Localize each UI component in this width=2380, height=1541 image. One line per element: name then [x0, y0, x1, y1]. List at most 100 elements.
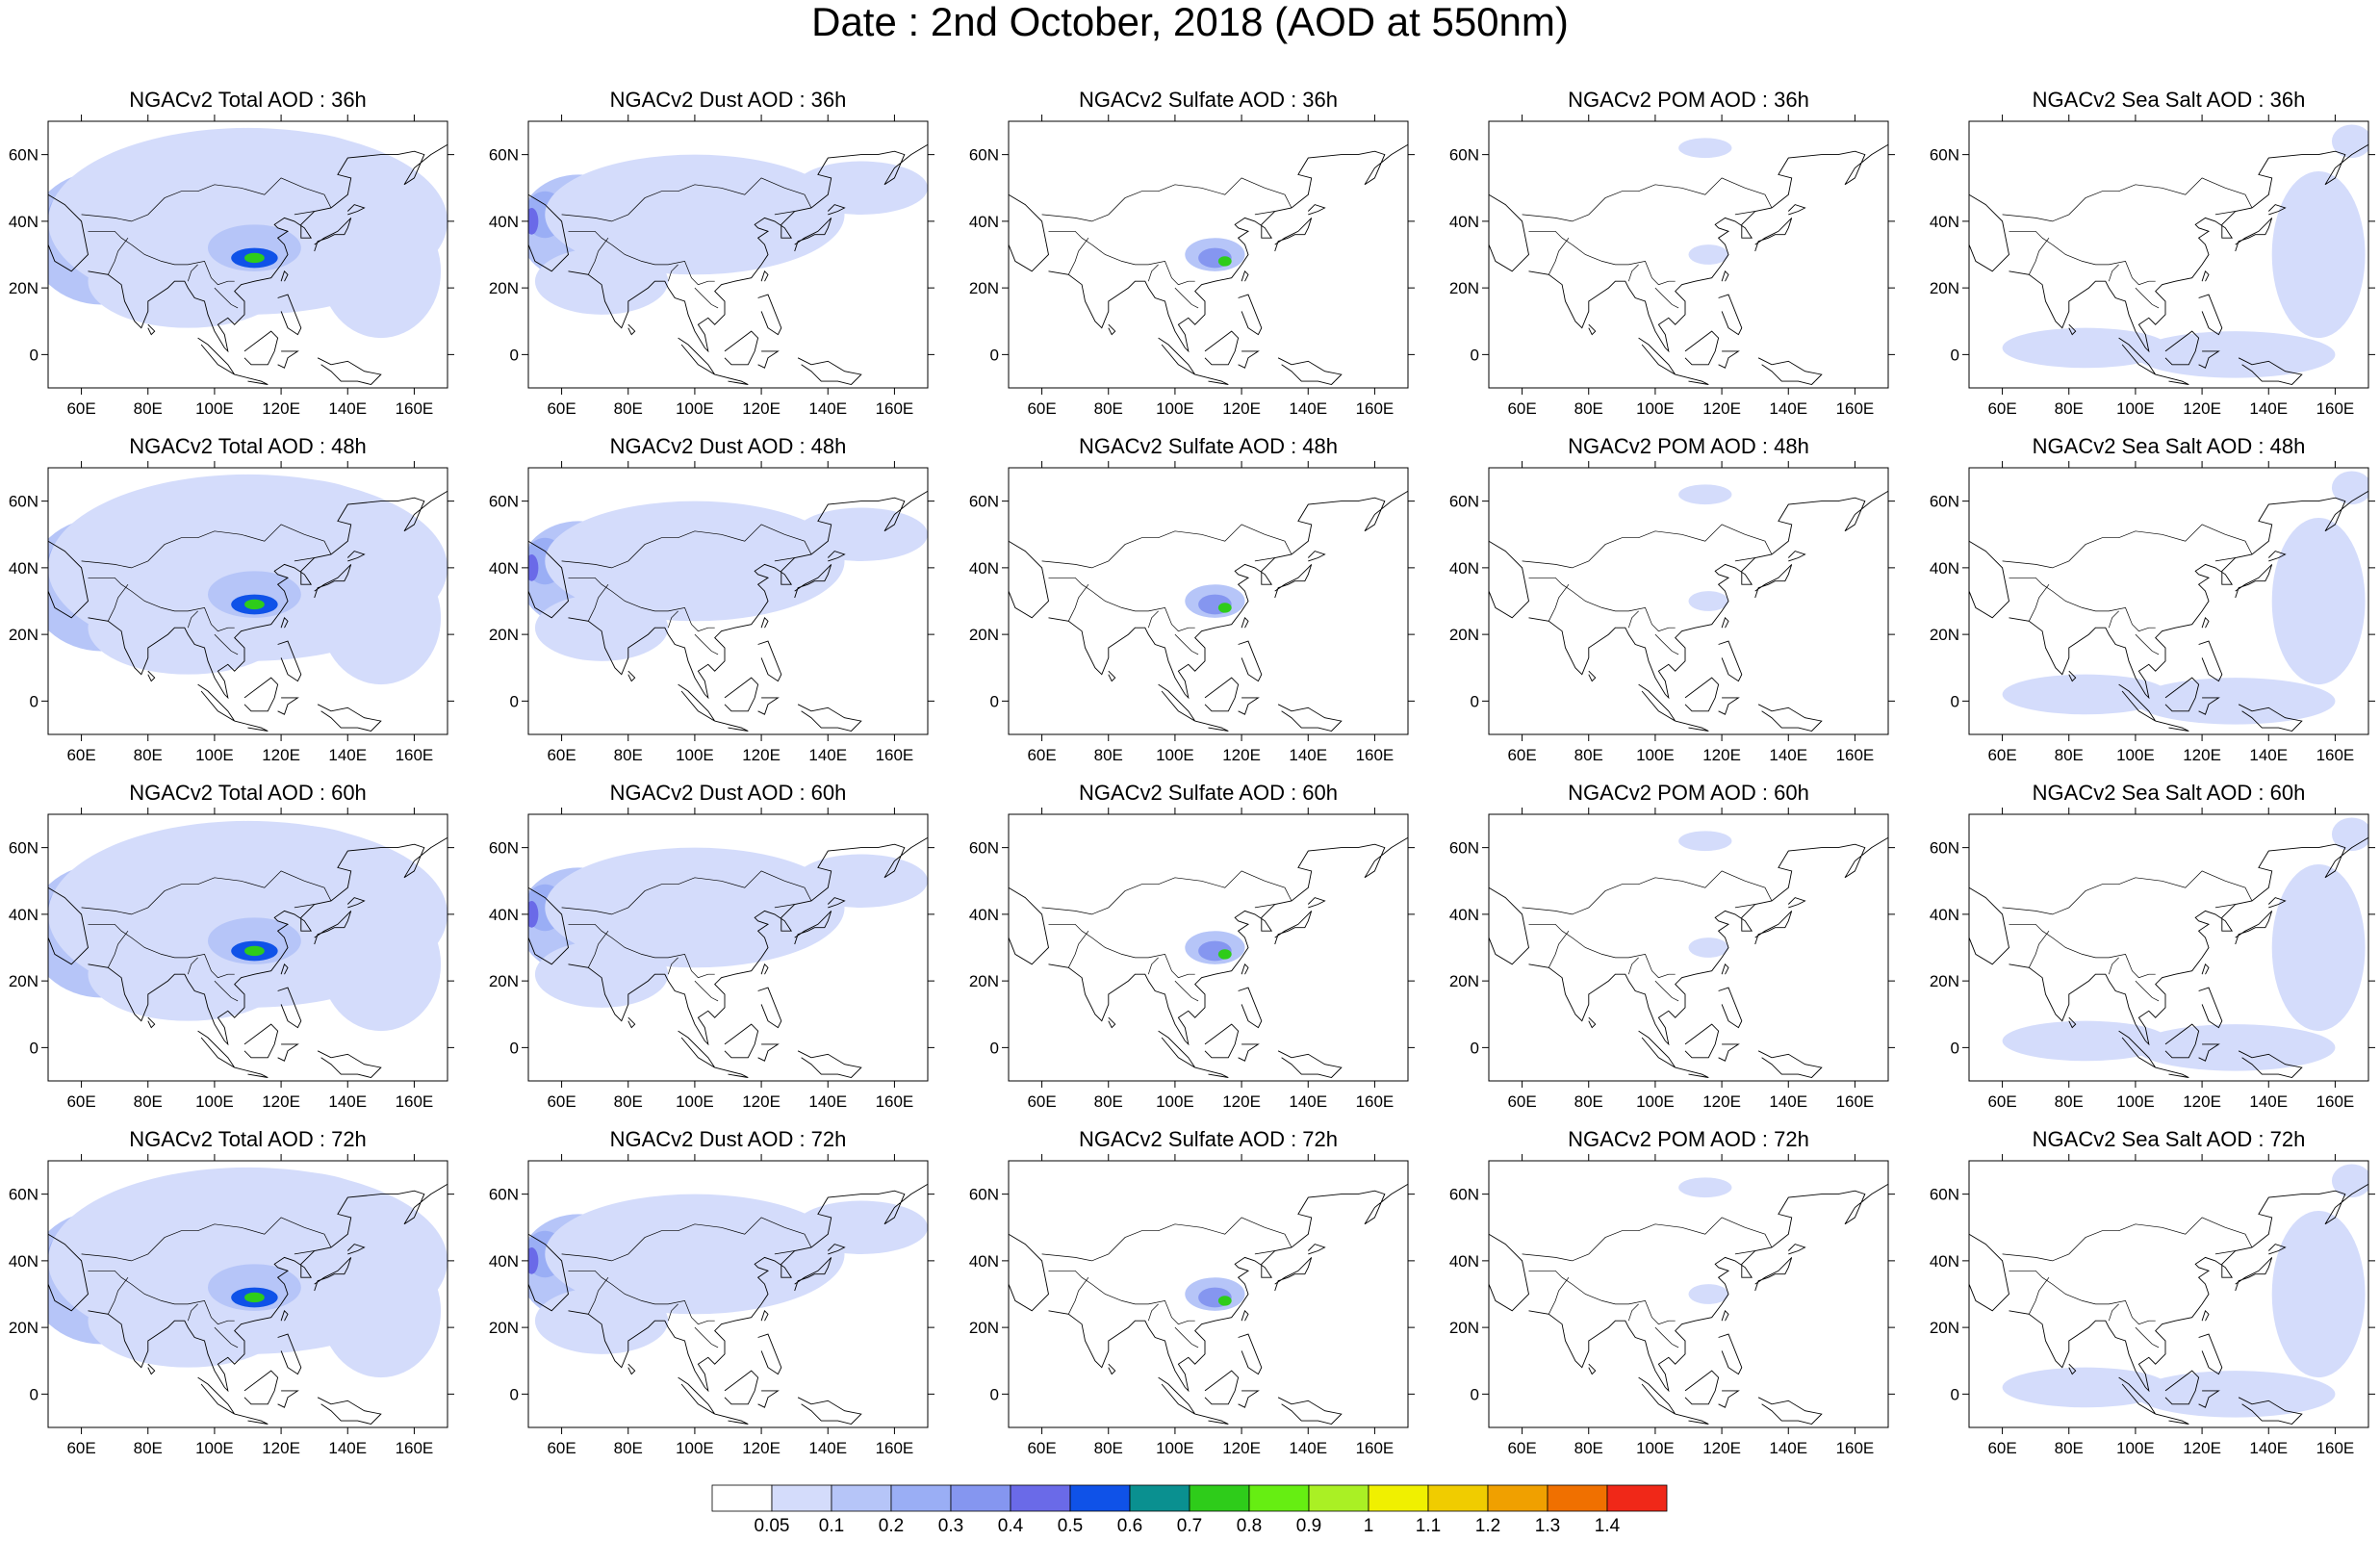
- aod-field: [320, 204, 442, 339]
- country-border: [1147, 1303, 1159, 1322]
- coastline: [1277, 357, 1343, 385]
- country-border: [1147, 264, 1159, 282]
- aod-field: [2271, 1210, 2366, 1378]
- coastline: [1718, 1390, 1740, 1408]
- coastline: [1238, 350, 1260, 369]
- coastline: [1787, 204, 1806, 216]
- coastline: [234, 720, 269, 732]
- x-tick-label: 120E: [742, 746, 781, 764]
- x-tick-label: 60E: [1507, 1092, 1536, 1111]
- coastline: [1638, 337, 1676, 375]
- coastline: [1969, 193, 2009, 272]
- x-tick-label: 160E: [2316, 399, 2355, 418]
- colorbar-svg: 0.05 0.1 0.2 0.3 0.4 0.5 0.6 0.7 0.8 0.9 1 1.1 1.2 1.…: [711, 1484, 1668, 1536]
- y-tick-label: 40N: [969, 1252, 999, 1271]
- coastline: [1108, 670, 1116, 682]
- plot-frame: [47, 1160, 448, 1428]
- country-border: [214, 1326, 239, 1348]
- coastline: [2238, 1050, 2303, 1078]
- country-border: [2135, 633, 2160, 655]
- coastline: [280, 270, 289, 282]
- x-tick-label: 80E: [1094, 1439, 1123, 1457]
- aod-field: [1688, 1284, 1728, 1304]
- coastline: [757, 1390, 780, 1408]
- x-tick-label: 160E: [1356, 746, 1395, 764]
- coastline: [1238, 640, 1263, 682]
- aod-field: [1678, 1177, 1732, 1198]
- y-tick-label: 40N: [9, 213, 38, 231]
- x-tick-label: 140E: [1769, 1092, 1807, 1111]
- x-tick-label: 120E: [2183, 1439, 2221, 1457]
- coastline: [2198, 1390, 2220, 1408]
- coastline: [48, 540, 89, 619]
- x-tick-label: 80E: [1094, 1092, 1123, 1111]
- country-border: [2214, 1250, 2236, 1255]
- map-plot: 60E 80E 100E 120E 140E 160E 60N 40N 20N 0: [969, 808, 1415, 1111]
- country-border: [1548, 930, 1570, 968]
- y-tick-label: 40N: [1449, 559, 1479, 578]
- coastline: [1048, 1173, 1408, 1393]
- country-border: [2028, 583, 2050, 622]
- country-border: [1147, 957, 1159, 975]
- panel-title: NGACv2 Dust AOD : 72h: [609, 1127, 847, 1151]
- coastline: [1307, 551, 1326, 562]
- country-border: [2135, 287, 2160, 309]
- map-panel-total-48h: NGACv2 Total AOD : 48h 60E 80E 100E 120E 140E…: [9, 436, 500, 773]
- coastline: [1718, 697, 1740, 715]
- coastline: [147, 323, 156, 336]
- coastline: [1277, 704, 1343, 732]
- coastline: [2068, 323, 2077, 336]
- y-tick-label: 60N: [9, 146, 38, 165]
- aod-field: [2135, 1024, 2336, 1071]
- x-tick-label: 100E: [2116, 1092, 2155, 1111]
- map-panel-seasalt-48h: NGACv2 Sea Salt AOD : 48h 60E 80E 100E 120E 1…: [1930, 434, 2380, 773]
- panel-title: NGACv2 Sea Salt AOD : 48h: [2032, 434, 2306, 458]
- panel-title: NGACv2 Sulfate AOD : 60h: [1078, 781, 1339, 805]
- coastline: [2267, 1244, 2287, 1255]
- coastline: [1675, 720, 1709, 732]
- coastline: [88, 134, 448, 353]
- aod-field: [2135, 678, 2336, 725]
- coastline: [2118, 1030, 2157, 1068]
- x-tick-label: 120E: [2183, 399, 2221, 418]
- country-border: [1174, 1326, 1199, 1348]
- x-tick-label: 100E: [676, 746, 714, 764]
- country-border: [2108, 957, 2119, 975]
- x-tick-label: 140E: [1289, 746, 1327, 764]
- coastline: [2201, 1309, 2210, 1322]
- colorbar-label: 0.05: [755, 1516, 790, 1536]
- aod-field: [2331, 817, 2368, 852]
- coastline: [797, 704, 862, 732]
- coastline: [724, 1370, 759, 1405]
- country-border: [107, 1276, 129, 1315]
- coastline: [1194, 1413, 1229, 1425]
- x-tick-label: 100E: [195, 1092, 234, 1111]
- coastline: [147, 1363, 156, 1375]
- panel-title: NGACv2 POM AOD : 48h: [1568, 434, 1809, 458]
- x-tick-label: 160E: [1836, 1439, 1875, 1457]
- plot-frame: [1968, 1160, 2369, 1428]
- coastline: [1754, 911, 1793, 945]
- x-tick-label: 140E: [328, 1092, 367, 1111]
- coastline: [234, 1413, 269, 1425]
- aod-field: [208, 1264, 301, 1311]
- coastline: [1277, 1397, 1343, 1425]
- aod-field: [2135, 1371, 2336, 1418]
- coastline: [1787, 1244, 1806, 1255]
- panel-title: NGACv2 Sea Salt AOD : 72h: [2032, 1127, 2306, 1151]
- aod-field: [2271, 170, 2366, 339]
- coastline: [2235, 1257, 2273, 1292]
- x-tick-label: 60E: [1027, 399, 1056, 418]
- coastline: [2267, 897, 2287, 909]
- country-border: [2028, 930, 2050, 968]
- y-tick-label: 60N: [1449, 146, 1479, 165]
- coastline: [234, 1066, 269, 1078]
- y-tick-label: 0: [30, 692, 38, 710]
- map-plot: 60E 80E 100E 120E 140E 160E 60N 40N 20N 0: [1449, 115, 1895, 418]
- country-border: [2002, 1217, 2253, 1262]
- coastline: [314, 911, 352, 945]
- map-plot: 60E 80E 100E 120E 140E 160E 60N 40N 20N 0: [969, 1154, 1415, 1457]
- country-border: [1528, 577, 1676, 632]
- colorbar-segment: [771, 1484, 832, 1512]
- x-tick-label: 80E: [1094, 399, 1123, 418]
